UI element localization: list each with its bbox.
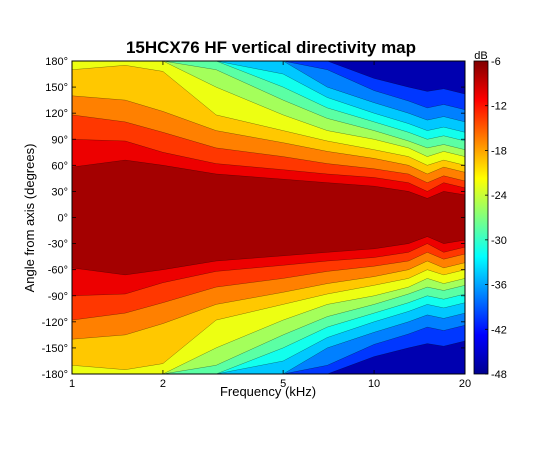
level-region-9db bbox=[72, 159, 465, 276]
y-tick-label: -180° bbox=[42, 369, 68, 381]
y-tick-label: 180° bbox=[45, 56, 68, 68]
colorbar-tick-label: -48 bbox=[491, 369, 507, 381]
colorbar-tick-label: -42 bbox=[491, 324, 507, 336]
colorbar bbox=[473, 60, 489, 375]
colorbar-label: dB bbox=[474, 50, 487, 62]
y-tick-label: 30° bbox=[51, 186, 68, 198]
x-tick-label: 5 bbox=[280, 378, 286, 390]
y-axis: 180° 150° 120° 90° 60° 30° 0° -30° -60° -90° -120°… bbox=[42, 56, 465, 381]
heatmap-area bbox=[72, 61, 465, 374]
colorbar-axis: -6 -12 -18 -24 -30 -36 -42 -48 bbox=[485, 56, 507, 381]
y-tick-label: -120° bbox=[42, 317, 68, 329]
colorbar-tick-label: -12 bbox=[491, 101, 507, 113]
x-axis: 1 2 5 10 20 bbox=[69, 61, 471, 390]
y-tick-label: -90° bbox=[48, 291, 68, 303]
x-tick-label: 1 bbox=[69, 378, 75, 390]
y-tick-label: -30° bbox=[48, 239, 68, 251]
chart-title: 15HCX76 HF vertical directivity map bbox=[126, 38, 416, 57]
y-tick-label: 120° bbox=[45, 108, 68, 120]
x-tick-label: 10 bbox=[368, 378, 380, 390]
y-tick-label: 150° bbox=[45, 82, 68, 94]
x-tick-label: 20 bbox=[459, 378, 471, 390]
y-tick-label: -150° bbox=[42, 343, 68, 355]
colorbar-tick-label: -36 bbox=[491, 280, 507, 292]
x-tick-label: 2 bbox=[160, 378, 166, 390]
colorbar-tick-label: -6 bbox=[491, 56, 501, 68]
y-tick-label: 60° bbox=[51, 160, 68, 172]
y-tick-label: -60° bbox=[48, 265, 68, 277]
colorbar-tick-label: -18 bbox=[491, 145, 507, 157]
colorbar-tick-label: -30 bbox=[491, 235, 507, 247]
y-axis-label: Angle from axis (degrees) bbox=[22, 144, 37, 293]
y-tick-label: 90° bbox=[51, 134, 68, 146]
x-axis-label: Frequency (kHz) bbox=[220, 384, 316, 399]
y-tick-label: 0° bbox=[57, 213, 68, 225]
colorbar-tick-label: -24 bbox=[491, 190, 507, 202]
